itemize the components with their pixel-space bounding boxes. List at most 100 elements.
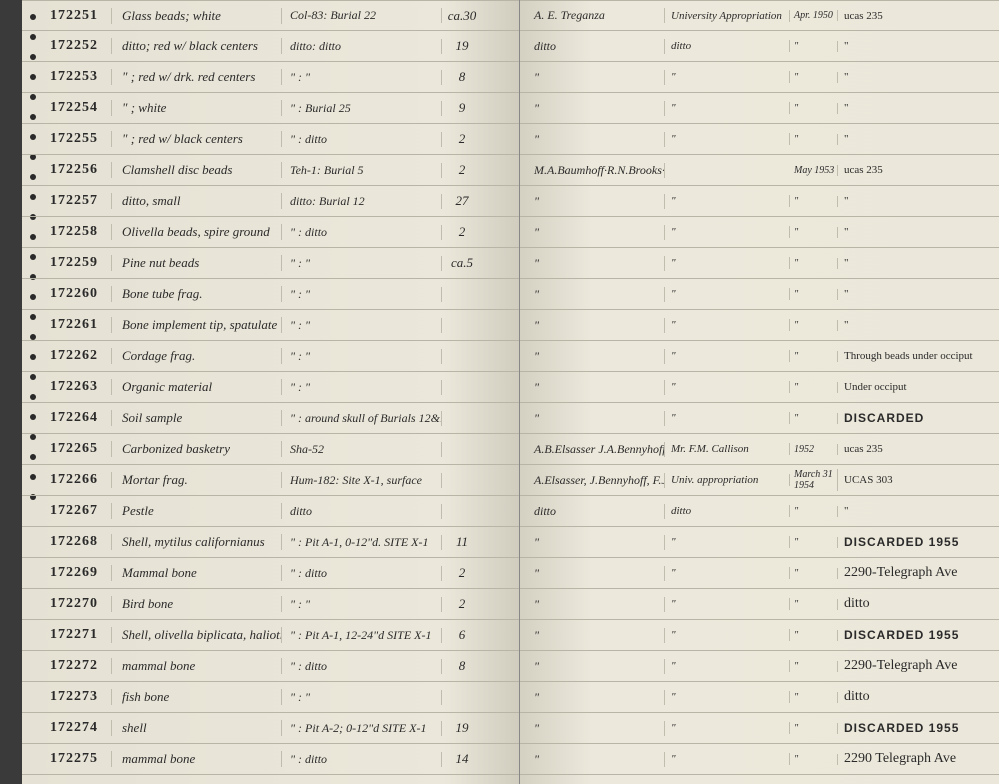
- date: ": [790, 630, 838, 641]
- catalog-number: 172271: [22, 627, 112, 643]
- remarks: DISCARDED 1955: [838, 628, 999, 642]
- item-description: Pestle: [112, 503, 282, 519]
- ledger-book: 172251Glass beads; whiteCol-83: Burial 2…: [22, 0, 999, 784]
- catalog-number: 172256: [22, 162, 112, 178]
- item-location: " : ": [282, 690, 442, 705]
- ledger-row: 172268Shell, mytilus californianus" : Pi…: [22, 527, 519, 558]
- item-description: Mammal bone: [112, 565, 282, 581]
- collector-name: ": [520, 256, 665, 271]
- item-location: " : ": [282, 318, 442, 333]
- ledger-row: """": [520, 248, 999, 279]
- ledger-left-page: 172251Glass beads; whiteCol-83: Burial 2…: [22, 0, 520, 784]
- item-location: " : ": [282, 287, 442, 302]
- ledger-row: M.A.Baumhoff·R.N.Brooks· A.B.ElsasserMay…: [520, 155, 999, 186]
- ledger-row: 172265Carbonized basketrySha-52: [22, 434, 519, 465]
- date: ": [790, 258, 838, 269]
- item-description: Glass beads; white: [112, 8, 282, 24]
- date: Apr. 1950: [790, 10, 838, 21]
- appropriation: ditto: [665, 505, 790, 517]
- catalog-number: 172259: [22, 255, 112, 271]
- ledger-row: 172272mammal bone" : ditto8: [22, 651, 519, 682]
- ledger-row: 172263Organic material" : ": [22, 372, 519, 403]
- catalog-number: 172254: [22, 100, 112, 116]
- catalog-number: 172265: [22, 441, 112, 457]
- item-location: ditto: [282, 504, 442, 519]
- collector-name: ": [520, 566, 665, 581]
- item-quantity: ca.5: [442, 255, 482, 271]
- ledger-row: """": [520, 279, 999, 310]
- date: March 31 1954: [790, 469, 838, 491]
- remarks: 2290-Telegraph Ave: [838, 565, 999, 581]
- collector-name: A.B.Elsasser J.A.Bennyhoff: [520, 442, 665, 457]
- collector-name: ": [520, 380, 665, 395]
- remarks: DISCARDED 1955: [838, 721, 999, 735]
- remarks: ditto: [838, 596, 999, 612]
- catalog-number: 172266: [22, 472, 112, 488]
- remarks: ucas 235: [838, 10, 999, 22]
- remarks: 2290 Telegraph Ave: [838, 751, 999, 767]
- collector-name: ": [520, 411, 665, 426]
- remarks: ": [838, 40, 999, 52]
- remarks: ": [838, 257, 999, 269]
- ledger-row: """DISCARDED 1955: [520, 620, 999, 651]
- catalog-number: 172261: [22, 317, 112, 333]
- date: ": [790, 72, 838, 83]
- catalog-number: 172262: [22, 348, 112, 364]
- collector-name: ": [520, 225, 665, 240]
- date: ": [790, 41, 838, 52]
- item-description: " ; red w/ black centers: [112, 131, 282, 147]
- ledger-row: """": [520, 62, 999, 93]
- appropriation: ": [665, 257, 790, 269]
- catalog-number: 172275: [22, 751, 112, 767]
- collector-name: ": [520, 659, 665, 674]
- ledger-row: dittoditto"": [520, 496, 999, 527]
- ledger-row: A.B.Elsasser J.A.BennyhoffMr. F.M. Calli…: [520, 434, 999, 465]
- item-quantity: 2: [442, 224, 482, 240]
- ledger-row: 172257ditto, smallditto: Burial 1227: [22, 186, 519, 217]
- catalog-number: 172255: [22, 131, 112, 147]
- remarks: Under occiput: [838, 381, 999, 393]
- remarks: 2290-Telegraph Ave: [838, 658, 999, 674]
- item-description: Shell, mytilus californianus: [112, 534, 282, 550]
- ledger-row: 172255" ; red w/ black centers" : ditto2: [22, 124, 519, 155]
- catalog-number: 172258: [22, 224, 112, 240]
- ledger-row: """2290-Telegraph Ave: [520, 651, 999, 682]
- item-description: Pine nut beads: [112, 255, 282, 271]
- ledger-row: 172266Mortar frag.Hum-182: Site X-1, sur…: [22, 465, 519, 496]
- appropriation: ": [665, 226, 790, 238]
- date: ": [790, 723, 838, 734]
- item-description: shell: [112, 720, 282, 736]
- item-location: " : ditto: [282, 132, 442, 147]
- ledger-row: 172253" ; red w/ drk. red centers" : "8: [22, 62, 519, 93]
- date: ": [790, 599, 838, 610]
- appropriation: ": [665, 195, 790, 207]
- item-quantity: 6: [442, 627, 482, 643]
- ledger-row: 172254" ; white" : Burial 259: [22, 93, 519, 124]
- remarks: ": [838, 319, 999, 331]
- item-location: " : ": [282, 70, 442, 85]
- ledger-row: """DISCARDED 1955: [520, 527, 999, 558]
- appropriation: ": [665, 660, 790, 672]
- collector-name: ": [520, 101, 665, 116]
- appropriation: Univ. appropriation: [665, 474, 790, 486]
- item-description: mammal bone: [112, 658, 282, 674]
- item-location: ditto: ditto: [282, 39, 442, 54]
- appropriation: ": [665, 350, 790, 362]
- collector-name: ": [520, 535, 665, 550]
- item-location: " : Pit A-1, 12-24"d SITE X-1: [282, 628, 442, 643]
- appropriation: ditto: [665, 40, 790, 52]
- remarks: Through beads under occiput: [838, 350, 999, 362]
- remarks: DISCARDED: [838, 411, 999, 425]
- catalog-number: 172269: [22, 565, 112, 581]
- date: ": [790, 134, 838, 145]
- ledger-row: dittoditto"": [520, 31, 999, 62]
- appropriation: Mr. F.M. Callison: [665, 443, 790, 455]
- remarks: ": [838, 226, 999, 238]
- ledger-row: """2290-Telegraph Ave: [520, 558, 999, 589]
- item-location: " : ": [282, 349, 442, 364]
- ledger-row: 172275mammal bone" : ditto14: [22, 744, 519, 775]
- ledger-row: """DISCARDED 1955: [520, 713, 999, 744]
- ledger-row: 172269Mammal bone" : ditto2: [22, 558, 519, 589]
- remarks: ": [838, 288, 999, 300]
- item-location: " : Pit A-2; 0-12"d SITE X-1: [282, 721, 442, 736]
